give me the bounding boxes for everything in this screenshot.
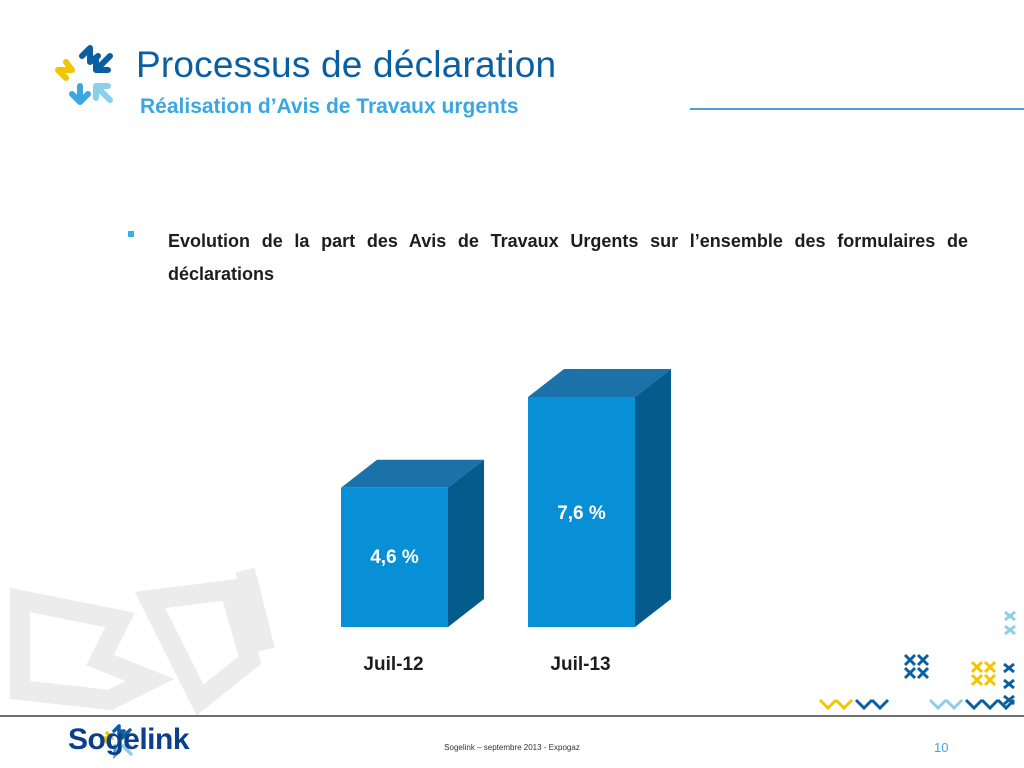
- category-label-1: Juil-13: [550, 654, 610, 675]
- category-label-0: Juil-12: [363, 654, 423, 675]
- data-label-1: 7,6 %: [557, 503, 606, 524]
- bullet-marker: [128, 231, 134, 237]
- sogelink-logo-icon: [55, 45, 113, 105]
- title-divider: [690, 108, 1024, 110]
- bar-top-1: [528, 369, 671, 397]
- slide-subtitle: Réalisation d’Avis de Travaux urgents: [140, 95, 519, 118]
- slide-title: Processus de déclaration: [136, 44, 557, 85]
- bullet-text: Evolution de la part des Avis de Travaux…: [168, 231, 968, 284]
- footer-divider: [0, 715, 1024, 717]
- bar-top-0: [341, 459, 484, 488]
- page-number: 10: [934, 740, 949, 755]
- data-label-0: 4,6 %: [370, 547, 419, 568]
- footer-text: Sogelink – septembre 2013 - Expogaz: [444, 743, 580, 752]
- bar-1: [528, 397, 635, 627]
- brand-name: Sogelink: [68, 723, 190, 756]
- bar-0: [341, 487, 448, 627]
- bar-side-1: [635, 369, 671, 627]
- footer-logo-icon: [101, 724, 133, 760]
- bar-side-0: [448, 459, 484, 627]
